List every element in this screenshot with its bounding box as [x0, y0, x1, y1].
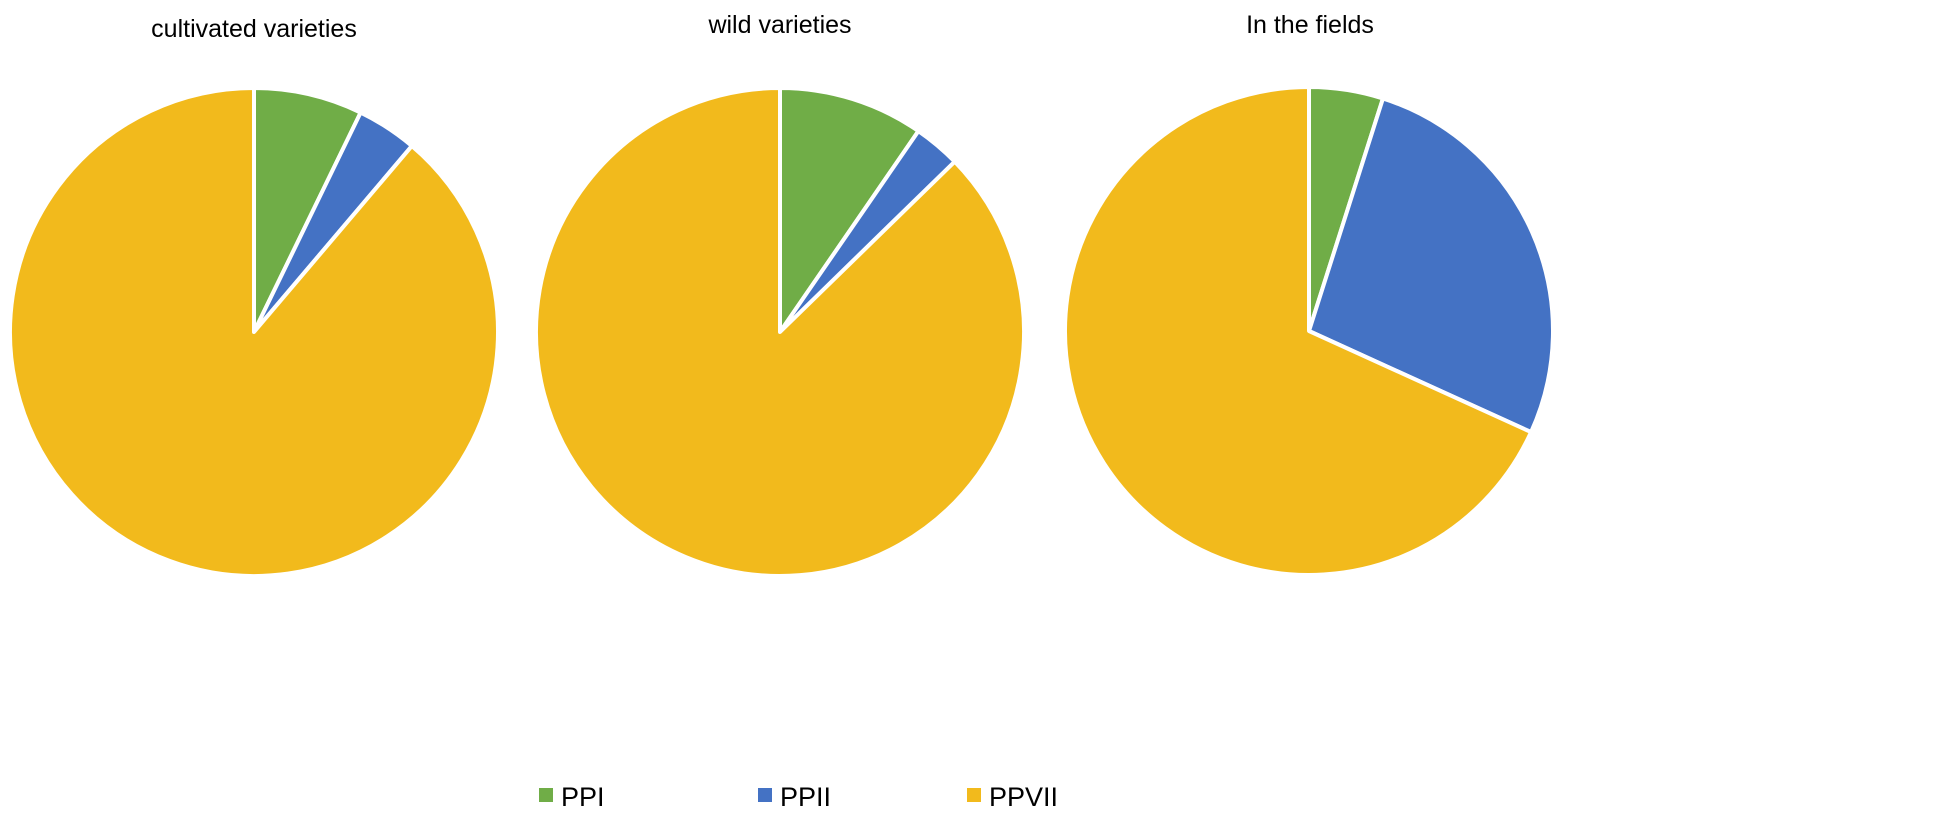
- legend-marker-ppvii: [967, 788, 981, 802]
- legend-label-ppvii: PPVII: [989, 782, 1058, 812]
- pie-slice-ppvii: [8, 86, 500, 578]
- pie-title-cultivated: cultivated varieties: [151, 15, 357, 43]
- legend-label-ppi: PPI: [561, 782, 605, 812]
- legend-marker-ppii: [758, 788, 772, 802]
- pie-title-fields: In the fields: [1246, 11, 1374, 39]
- pie-slice-ppii: [1307, 96, 1556, 435]
- pie-slice-ppi: [252, 86, 363, 334]
- pie-slice-ppvii: [534, 86, 1026, 578]
- legend-marker-ppi: [539, 788, 553, 802]
- pie-slice-ppvii: [1063, 85, 1534, 577]
- legend: PPI PPII PPVII: [539, 782, 1058, 812]
- pie-slice-ppi: [778, 86, 921, 334]
- legend-label-ppii: PPII: [780, 782, 831, 812]
- pie-title-wild: wild varieties: [707, 11, 851, 39]
